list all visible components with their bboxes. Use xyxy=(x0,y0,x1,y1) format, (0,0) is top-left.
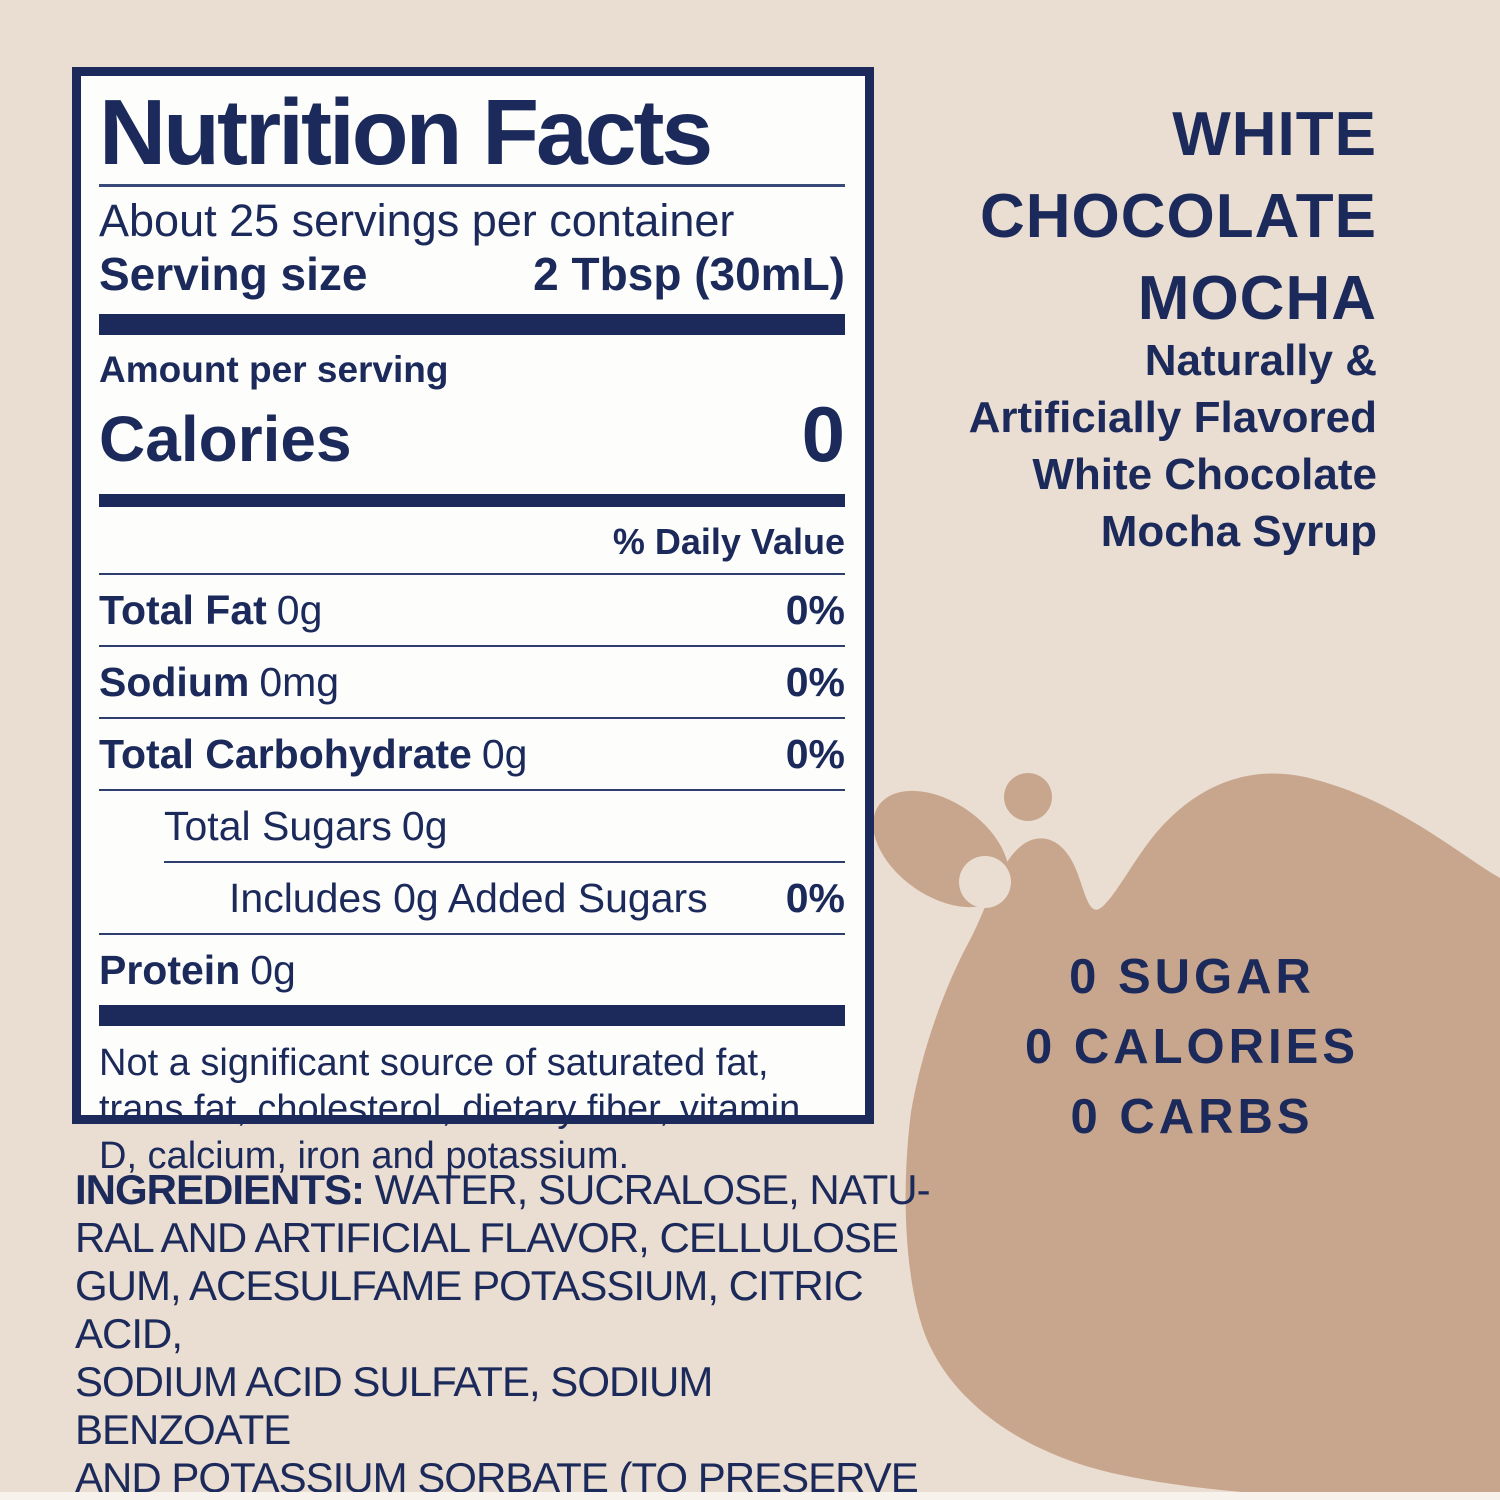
ingredients-text: INGREDIENTS: WATER, SUCRALOSE, NATU- RAL… xyxy=(75,1166,935,1500)
nutrition-footnote: Not a significant source of saturated fa… xyxy=(99,1042,801,1177)
divider xyxy=(99,184,845,188)
ingredients-line: RAL AND ARTIFICIAL FLAVOR, CELLULOSE xyxy=(75,1214,899,1261)
splash-droplet-icon xyxy=(1004,773,1052,821)
ingredients-line: INGREDIENTS: WATER, SUCRALOSE, NATU- xyxy=(75,1166,931,1213)
daily-value: 0% xyxy=(785,587,845,633)
ingredients-line: GUM, ACESULFAME POTASSIUM, CITRIC ACID, xyxy=(75,1262,864,1357)
splash-blob xyxy=(905,773,1500,1498)
splash-finger-notch xyxy=(959,856,1011,908)
claim-zero-sugar: 0 SUGAR xyxy=(1069,950,1315,1004)
product-title-line: MOCHA xyxy=(1137,264,1377,333)
nutrient-label: Total Carbohydrate 0g xyxy=(99,731,528,777)
serving-size-value: 2 Tbsp (30mL) xyxy=(533,247,845,300)
daily-value: 0% xyxy=(785,659,845,705)
calories-row: Calories 0 xyxy=(99,389,845,480)
divider-medium xyxy=(99,494,845,507)
divider-thick xyxy=(99,1005,845,1026)
calories-value: 0 xyxy=(801,390,845,478)
product-title-line: WHITE xyxy=(1172,100,1377,169)
servings-per-container: About 25 servings per container xyxy=(99,195,735,247)
nutrient-label: Includes 0g Added Sugars xyxy=(229,875,708,921)
amount-per-serving-label: Amount per serving xyxy=(99,349,449,390)
ingredients-line: SODIUM ACID SULFATE, SODIUM BENZOATE xyxy=(75,1358,713,1453)
product-title-line: CHOCOLATE xyxy=(979,182,1377,251)
divider-thick xyxy=(99,314,845,335)
bottom-edge-strip xyxy=(0,1492,1500,1500)
daily-value: 0% xyxy=(785,875,845,921)
claim-zero-carbs: 0 CARBS xyxy=(1070,1090,1314,1144)
nutrient-row-protein: Protein 0g xyxy=(99,933,845,1005)
nutrient-label: Protein 0g xyxy=(99,947,296,993)
nutrient-label: Sodium 0mg xyxy=(99,659,340,705)
daily-value: 0% xyxy=(785,731,845,777)
nutrient-row-total-carbohydrate: Total Carbohydrate 0g 0% xyxy=(99,717,845,789)
nutrient-label: Total Sugars 0g xyxy=(164,803,448,849)
daily-value-header: % Daily Value xyxy=(612,521,845,562)
product-subtitle-line: Naturally & xyxy=(1144,336,1377,385)
product-subtitle-line: Mocha Syrup xyxy=(1100,507,1377,556)
product-subtitle-line: Artificially Flavored xyxy=(968,393,1377,442)
nutrient-row-sodium: Sodium 0mg 0% xyxy=(99,645,845,717)
calories-label: Calories xyxy=(99,403,352,475)
product-subtitle: Naturally & Artificially Flavored White … xyxy=(969,332,1377,560)
nutrition-facts-panel: Nutrition Facts About 25 servings per co… xyxy=(72,67,874,1177)
product-title: WHITE CHOCOLATE MOCHA xyxy=(980,94,1377,340)
nutrient-label: Total Fat 0g xyxy=(99,587,323,633)
serving-size-label: Serving size xyxy=(99,247,368,300)
nutrient-row-total-fat: Total Fat 0g 0% xyxy=(99,573,845,645)
product-claims: 0 SUGAR 0 CALORIES 0 CARBS xyxy=(942,942,1442,1152)
nutrient-row-added-sugars: Includes 0g Added Sugars 0% xyxy=(164,861,845,933)
claim-zero-calories: 0 CALORIES xyxy=(1024,1020,1360,1074)
product-subtitle-line: White Chocolate xyxy=(1032,450,1377,499)
nutrient-row-total-sugars: Total Sugars 0g xyxy=(99,789,845,861)
nutrition-facts-title: Nutrition Facts xyxy=(99,80,713,184)
serving-size-row: Serving size 2 Tbsp (30mL) xyxy=(99,247,845,301)
